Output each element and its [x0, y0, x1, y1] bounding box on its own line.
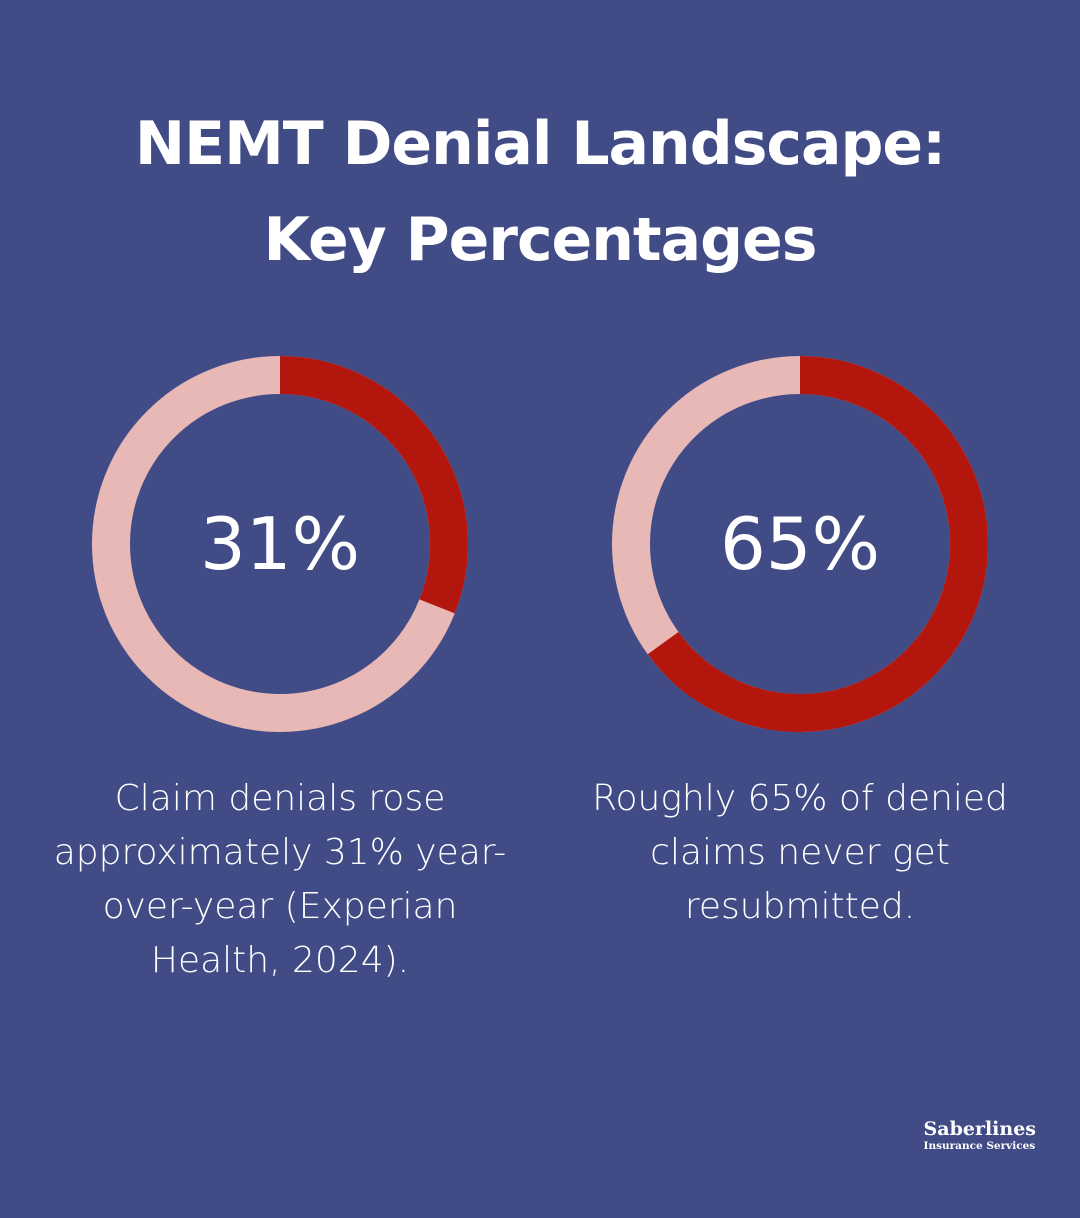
donut-value-slice	[92, 356, 468, 732]
title-line-1: NEMT Denial Landscape:	[134, 109, 946, 179]
donut-chart-denial-increase: 31%	[90, 354, 470, 734]
caption-line: claims never get	[650, 832, 950, 873]
donut-center-label: 31%	[199, 502, 361, 586]
title-line-2: Key Percentages	[263, 205, 818, 275]
caption-line: approximately 31% year-	[53, 832, 507, 873]
donut-center-label: 65%	[719, 502, 881, 586]
caption-not-resubmitted: Roughly 65% of denied claims never get r…	[570, 772, 1030, 934]
caption-denial-increase: Claim denials rose approximately 31% yea…	[50, 772, 510, 988]
caption-line: Claim denials rose	[114, 778, 446, 819]
caption-line: Health, 2024).	[150, 940, 410, 981]
caption-line: Roughly 65% of denied	[592, 778, 1008, 819]
donut-svg	[612, 356, 988, 732]
donut-value-slice	[612, 356, 988, 732]
page-title: NEMT Denial Landscape: Key Percentages	[0, 96, 1080, 288]
logo-name: Saberlines	[923, 1118, 1036, 1140]
caption-line: over-year (Experian	[102, 886, 458, 927]
donut-chart-not-resubmitted: 65%	[610, 354, 990, 734]
donut-svg	[92, 356, 468, 732]
caption-line: resubmitted.	[684, 886, 916, 927]
brand-logo: Saberlines Insurance Services	[924, 1118, 1036, 1152]
logo-tagline: Insurance Services	[923, 1140, 1036, 1152]
